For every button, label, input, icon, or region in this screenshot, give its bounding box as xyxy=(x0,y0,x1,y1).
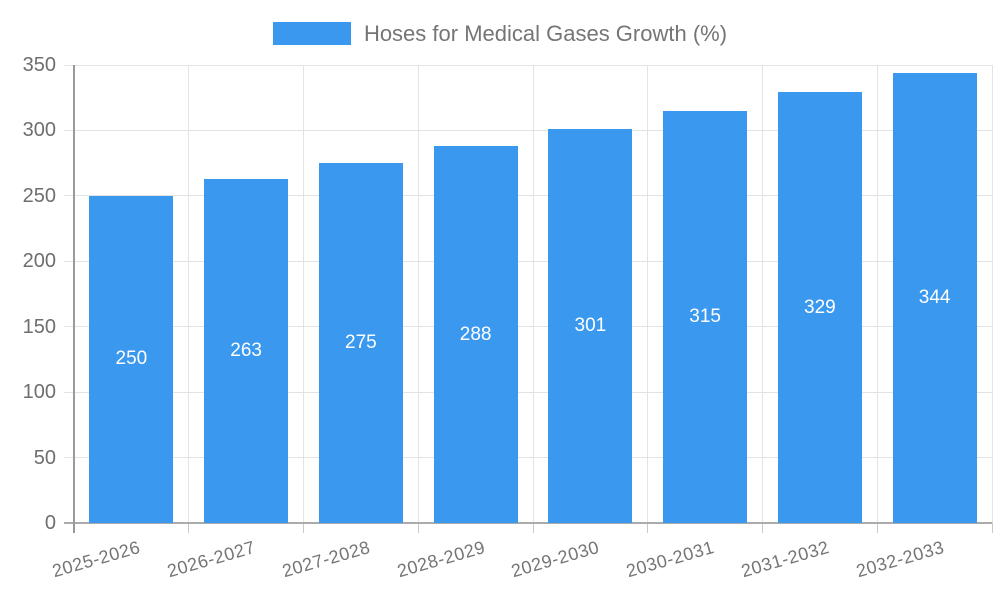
x-axis-tick-mark xyxy=(188,523,190,533)
x-axis-tick-label: 2026-2027 xyxy=(165,537,258,582)
y-gridline xyxy=(64,129,992,131)
x-axis-tick-label: 2031-2032 xyxy=(738,537,832,582)
bar[interactable] xyxy=(892,72,977,523)
x-axis-tick-mark xyxy=(647,523,649,533)
bar[interactable] xyxy=(777,92,862,523)
x-axis-tick-label: 2028-2029 xyxy=(394,537,488,582)
legend-label: Hoses for Medical Gases Growth (%) xyxy=(363,21,728,46)
y-axis-tick-label: 300 xyxy=(22,119,56,142)
x-gridline xyxy=(647,65,649,523)
y-gridline xyxy=(64,64,992,66)
x-gridline xyxy=(303,65,304,523)
x-gridline xyxy=(417,65,419,523)
x-axis-tick-label: 2032-2033 xyxy=(853,537,947,582)
x-axis-tick-label: 2025-2026 xyxy=(50,537,143,582)
y-gridline xyxy=(64,195,992,197)
x-axis-tick-label: 2030-2031 xyxy=(624,537,717,582)
bar[interactable] xyxy=(663,110,748,523)
x-axis-tick-mark xyxy=(876,523,878,533)
x-axis-tick-mark xyxy=(532,523,534,533)
x-axis-tick-mark xyxy=(303,523,304,533)
x-axis-tick-mark xyxy=(762,523,763,533)
y-gridline xyxy=(64,391,992,393)
x-axis-tick-label: 2027-2028 xyxy=(279,537,373,582)
y-axis-border xyxy=(73,65,75,533)
x-axis-tick-mark xyxy=(991,523,993,533)
bar[interactable] xyxy=(204,178,289,523)
legend-item[interactable]: Hoses for Medical Gases Growth (%) xyxy=(0,22,1000,45)
x-axis-tick-mark xyxy=(417,523,419,533)
x-gridline xyxy=(762,65,763,523)
y-axis-tick-label: 350 xyxy=(22,54,56,76)
x-gridline xyxy=(532,65,534,523)
y-gridline xyxy=(64,260,992,262)
x-gridline xyxy=(991,65,993,523)
bar[interactable] xyxy=(433,146,518,523)
x-axis-tick-label: 2029-2030 xyxy=(509,537,602,582)
y-gridline xyxy=(64,457,992,459)
y-axis-tick-label: 150 xyxy=(22,315,56,338)
y-axis-tick-label: 250 xyxy=(22,184,56,207)
y-gridline xyxy=(64,326,992,328)
bar[interactable] xyxy=(548,129,633,523)
legend-swatch xyxy=(272,22,351,45)
y-axis-tick-label: 200 xyxy=(22,250,56,273)
x-axis-border xyxy=(64,522,992,524)
y-axis-tick-label: 100 xyxy=(22,381,56,404)
bar[interactable] xyxy=(318,163,403,523)
y-axis-tick-label: 50 xyxy=(33,446,56,469)
x-gridline xyxy=(188,65,190,523)
bar[interactable] xyxy=(89,195,174,523)
x-gridline xyxy=(876,65,878,523)
y-axis-tick-label: 0 xyxy=(44,512,56,534)
